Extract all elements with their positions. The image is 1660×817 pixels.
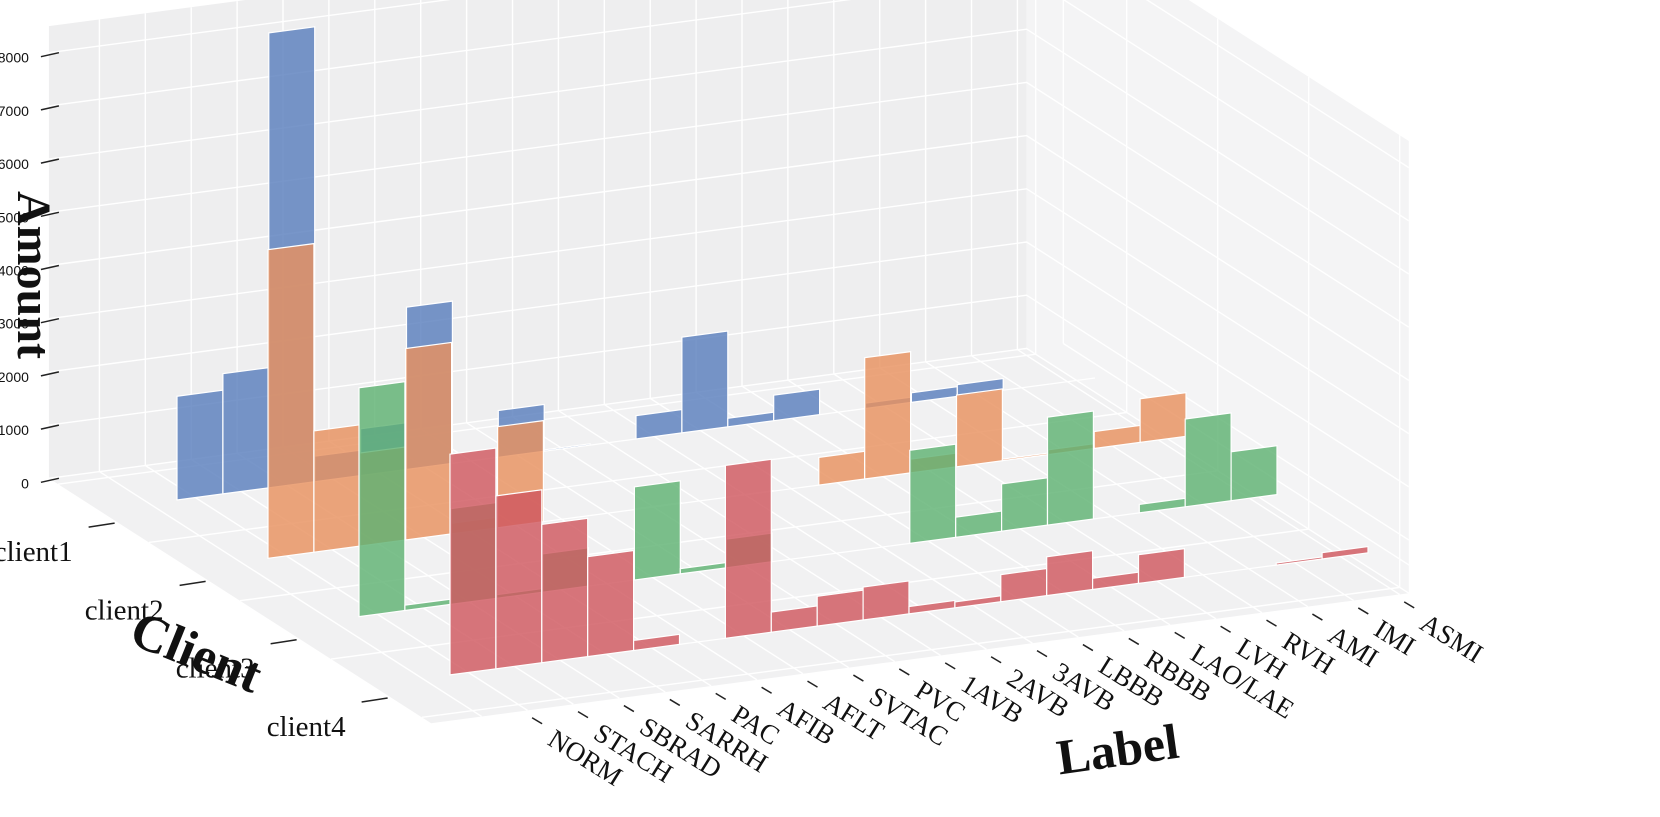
label-tick [1174,631,1186,639]
label-tick [1403,601,1415,609]
client-tick [88,522,115,528]
label-tick [853,674,864,682]
y-axis-title: Client [123,601,271,705]
bar-client4-PVC [816,589,864,627]
bar-client2-SARRH [405,341,453,541]
client-tick [270,638,297,645]
client-tick-label: client4 [267,711,346,743]
label-tick [1220,625,1231,633]
bar-client2-LBBB [818,450,866,486]
label-tick [761,686,772,694]
bar-client1-NORM [176,389,224,501]
amount-tick [40,477,60,484]
bar-client3-NORM [358,381,406,618]
series-client4 [449,447,1369,676]
label-tick [1082,643,1094,652]
amount-tick [40,158,60,164]
bar-client3-LAO/LAE [1000,477,1049,532]
bar-client2-RBBB [864,350,912,480]
client-tick-label: client3 [176,653,255,685]
bar-client1-3AVB [681,330,729,434]
bar-client4-LBBB [1000,567,1048,603]
bar-client4-ASMI [1321,545,1369,560]
label-tick [669,698,681,707]
client-tick [179,580,206,587]
amount-tick [40,211,60,218]
amount-tick-label: 0 [21,475,29,491]
bar-client4-1AVB [862,580,910,621]
bar-client2-STACH [313,424,361,553]
bar-client4-NORM [449,447,497,676]
amount-tick-label: 1000 [0,422,29,438]
label-tick [1357,607,1369,615]
amount-tick [40,264,60,271]
bar-client2-ASMI [1139,392,1187,444]
label-tick [990,656,1002,664]
label-tick [1312,613,1323,621]
bar-client3-IMI [1184,412,1232,508]
label-tick [531,717,543,725]
amount-tick-label: 8000 [0,50,29,66]
label-tick [577,711,589,719]
label-tick [1036,650,1048,658]
label-tick [715,692,727,700]
bar-client4-LVH [1137,547,1186,585]
bar-client1-PVC [543,443,591,452]
amount-tick [40,317,60,324]
bar-client4-SARRH [587,549,635,658]
amount-tick-label: 2000 [0,369,29,385]
bar-client1-ASMI [1049,377,1096,385]
label-tick [1266,619,1277,627]
bar-client4-AFLT [724,458,772,639]
bar-client4-RBBB [1046,550,1094,597]
client-tick-label: client2 [85,594,164,626]
amount-tick [40,105,60,111]
bar-client4-PAC [632,633,681,652]
bar-client3-ASMI [1230,445,1278,502]
amount-tick-label: 7000 [0,103,29,119]
label-tick [898,668,910,676]
amount-tick-label: 4000 [0,263,29,279]
bar-client4-STACH [495,489,543,670]
amount-tick [40,371,60,377]
x-axis-title: Label [1053,713,1182,785]
bar-client2-LVH [955,388,1004,468]
bar-client4-2AVB [908,599,956,615]
amount-tick-label: 5000 [0,209,29,225]
bar-client3-LVH [1046,410,1095,526]
label-tick [807,680,818,688]
gridline-floor-row [421,586,1400,719]
label-tick [623,704,635,713]
client-tick [361,697,388,703]
amount-tick [40,424,60,430]
bar-client4-SBRAD [541,517,589,664]
amount-tick [40,51,60,58]
label-tick-label: ASMI [1415,607,1488,668]
bar-client1-RBBB [773,388,821,422]
bar-client3-LBBB [909,443,957,545]
bar-client2-NORM [267,242,315,559]
client-tick-label: client1 [0,536,73,568]
bar-client1-STACH [222,366,270,495]
z-axis-title: Amount [7,191,60,359]
bar-client3-AFLT [633,480,681,581]
label-tick [1128,637,1140,646]
amount-tick-label: 6000 [0,156,29,172]
amount-tick-label: 3000 [0,316,29,332]
chart-axes [40,51,1415,725]
label-tick [944,662,956,670]
chart-bars [176,26,1369,676]
